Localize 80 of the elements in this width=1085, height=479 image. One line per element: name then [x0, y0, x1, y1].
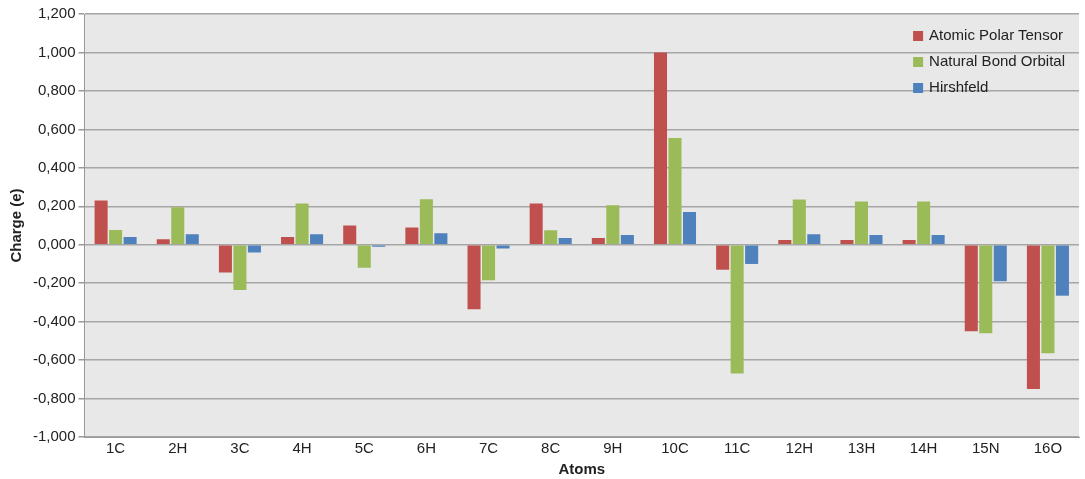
bar [682, 212, 697, 244]
x-tick-label: 16O [1033, 439, 1063, 457]
x-tick-label: 15N [972, 439, 1000, 457]
x-tick-label: 8C [541, 439, 561, 457]
bar [730, 245, 744, 374]
x-tick-label: 3C [230, 439, 250, 457]
bar [496, 245, 510, 249]
bar [1055, 245, 1069, 296]
x-tick-label: 2H [168, 439, 188, 457]
bar [902, 239, 916, 244]
bar [94, 200, 108, 244]
y-tick-label: -0,400 [32, 311, 76, 329]
bar [1041, 245, 1055, 354]
y-tick-label: -0,800 [32, 388, 76, 406]
x-tick-label: 6H [416, 439, 436, 457]
bar [620, 235, 634, 244]
bar [419, 199, 433, 244]
bar [156, 239, 170, 244]
bar [310, 234, 324, 244]
bar [405, 227, 419, 244]
bar [869, 235, 883, 244]
x-tick-label: 1C [106, 439, 126, 457]
y-tick-label: 1,000 [37, 42, 76, 60]
bar [357, 245, 371, 268]
y-tick-label: 0,600 [37, 119, 76, 137]
bar [558, 238, 572, 244]
bar [281, 237, 295, 244]
x-tick-label: 13H [847, 439, 876, 457]
bar [434, 233, 448, 244]
x-tick-label: 10C [661, 439, 689, 457]
x-tick-label: 4H [292, 439, 312, 457]
bar [792, 199, 806, 244]
bar [591, 238, 605, 244]
legend-label: Hirshfeld [929, 78, 989, 96]
bar [979, 245, 993, 334]
bar [1026, 245, 1040, 389]
bar [606, 205, 620, 244]
bar [993, 245, 1007, 282]
bar [716, 245, 730, 270]
bar [668, 138, 682, 244]
x-tick-label: 9H [603, 439, 623, 457]
bar [653, 52, 668, 244]
x-tick-label: 14H [909, 439, 938, 457]
bar [295, 203, 309, 244]
y-tick-label: -0,600 [32, 350, 76, 368]
bar [544, 230, 558, 244]
bar [233, 245, 247, 291]
bar [529, 203, 543, 244]
bar [964, 245, 978, 332]
y-tick-label: 0,200 [37, 196, 76, 214]
bar [917, 201, 931, 244]
bar [109, 229, 123, 244]
bar [467, 245, 481, 310]
bar [854, 201, 868, 244]
bar [171, 207, 185, 244]
x-axis-title: Atoms [558, 460, 606, 478]
bar [840, 239, 854, 244]
bar [931, 235, 945, 244]
bar [778, 239, 792, 244]
y-tick-label: -0,200 [32, 273, 76, 291]
x-tick-label: 7C [478, 439, 499, 457]
legend-label: Natural Bond Orbital [929, 52, 1066, 70]
y-tick-label: 0,400 [37, 157, 76, 175]
y-axis-title: Charge (e) [7, 188, 25, 263]
y-tick-label: 0,800 [37, 81, 76, 99]
x-tick-label: 5C [354, 439, 374, 457]
y-tick-label: -1,000 [32, 427, 76, 445]
bar [482, 245, 496, 281]
y-tick-label: 0,000 [37, 234, 76, 252]
bar [745, 245, 759, 264]
bar [218, 245, 232, 273]
legend-label: Atomic Polar Tensor [929, 26, 1064, 44]
bar [123, 237, 137, 244]
x-tick-label: 12H [785, 439, 814, 457]
bar [185, 234, 199, 244]
bar [807, 234, 821, 244]
bar [343, 225, 357, 244]
y-tick-label: 1,200 [37, 4, 76, 22]
x-tick-label: 11C [723, 439, 751, 457]
bar [247, 245, 261, 253]
